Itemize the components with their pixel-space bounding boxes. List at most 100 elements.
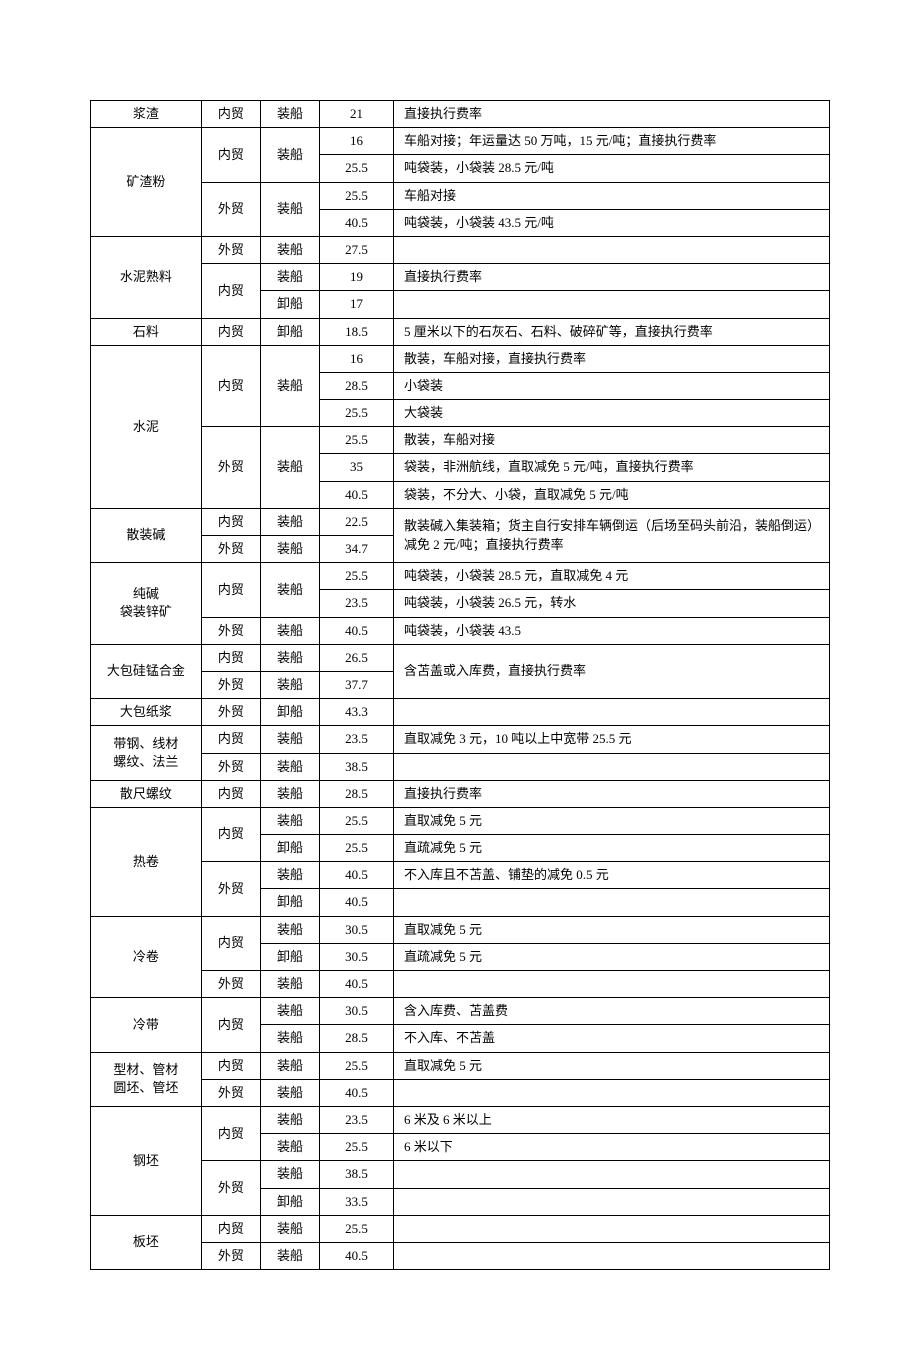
cell: 石料 xyxy=(91,318,202,345)
rate-table-body: 浆渣内贸装船21直接执行费率矿渣粉内贸装船16车船对接；年运量达 50 万吨，1… xyxy=(91,101,830,1270)
cell: 25.5 xyxy=(320,1052,394,1079)
cell: 内贸 xyxy=(201,998,260,1052)
cell: 装船 xyxy=(260,508,319,535)
cell: 28.5 xyxy=(320,372,394,399)
cell: 内贸 xyxy=(201,1106,260,1160)
cell: 装船 xyxy=(260,916,319,943)
cell: 25.5 xyxy=(320,835,394,862)
cell: 散装，车船对接 xyxy=(393,427,829,454)
cell: 40.5 xyxy=(320,1079,394,1106)
cell: 30.5 xyxy=(320,943,394,970)
table-row: 带钢、线材螺纹、法兰内贸装船23.5直取减免 3 元，10 吨以上中宽带 25.… xyxy=(91,726,830,753)
cell: 25.5 xyxy=(320,427,394,454)
cell: 装船 xyxy=(260,862,319,889)
cell: 大包纸浆 xyxy=(91,699,202,726)
table-row: 内贸装船19直接执行费率 xyxy=(91,264,830,291)
cell xyxy=(393,1188,829,1215)
cell: 车船对接 xyxy=(393,182,829,209)
cell: 33.5 xyxy=(320,1188,394,1215)
cell: 型材、管材圆坯、管坯 xyxy=(91,1052,202,1106)
table-row: 板坯内贸装船25.5 xyxy=(91,1215,830,1242)
cell: 40.5 xyxy=(320,971,394,998)
cell: 28.5 xyxy=(320,780,394,807)
rate-table: 浆渣内贸装船21直接执行费率矿渣粉内贸装船16车船对接；年运量达 50 万吨，1… xyxy=(90,100,830,1270)
cell: 内贸 xyxy=(201,1052,260,1079)
cell: 装船 xyxy=(260,780,319,807)
table-row: 外贸装船38.5 xyxy=(91,753,830,780)
cell: 水泥熟料 xyxy=(91,236,202,318)
cell: 外贸 xyxy=(201,699,260,726)
cell: 40.5 xyxy=(320,209,394,236)
cell: 内贸 xyxy=(201,345,260,427)
cell: 装船 xyxy=(260,617,319,644)
cell: 钢坯 xyxy=(91,1106,202,1215)
cell: 25.5 xyxy=(320,563,394,590)
table-row: 矿渣粉内贸装船16车船对接；年运量达 50 万吨，15 元/吨；直接执行费率 xyxy=(91,128,830,155)
cell: 内贸 xyxy=(201,644,260,671)
cell: 矿渣粉 xyxy=(91,128,202,237)
table-row: 外贸装船40.5 xyxy=(91,971,830,998)
cell: 25.5 xyxy=(320,182,394,209)
cell: 16 xyxy=(320,128,394,155)
cell: 6 米以下 xyxy=(393,1134,829,1161)
cell: 装船 xyxy=(260,971,319,998)
cell: 内贸 xyxy=(201,264,260,318)
cell: 内贸 xyxy=(201,128,260,182)
cell: 17 xyxy=(320,291,394,318)
cell: 散装碱入集装箱；货主自行安排车辆倒运（后场至码头前沿，装船倒运）减免 2 元/吨… xyxy=(393,508,829,562)
cell: 37.7 xyxy=(320,671,394,698)
cell xyxy=(393,291,829,318)
cell: 外贸 xyxy=(201,862,260,916)
cell: 外贸 xyxy=(201,1161,260,1215)
cell: 散尺螺纹 xyxy=(91,780,202,807)
cell: 装船 xyxy=(260,644,319,671)
cell: 卸船 xyxy=(260,1188,319,1215)
cell: 40.5 xyxy=(320,862,394,889)
cell: 吨袋装，小袋装 28.5 元，直取减免 4 元 xyxy=(393,563,829,590)
cell: 外贸 xyxy=(201,617,260,644)
cell: 大包硅锰合金 xyxy=(91,644,202,698)
cell: 40.5 xyxy=(320,1242,394,1269)
cell: 25.5 xyxy=(320,155,394,182)
cell: 34.7 xyxy=(320,536,394,563)
cell: 外贸 xyxy=(201,536,260,563)
cell: 装船 xyxy=(260,671,319,698)
cell: 内贸 xyxy=(201,508,260,535)
cell: 40.5 xyxy=(320,889,394,916)
cell: 38.5 xyxy=(320,753,394,780)
cell: 直取减免 5 元 xyxy=(393,807,829,834)
table-row: 水泥内贸装船16散装，车船对接，直接执行费率 xyxy=(91,345,830,372)
cell: 35 xyxy=(320,454,394,481)
cell: 装船 xyxy=(260,998,319,1025)
cell: 装船 xyxy=(260,563,319,617)
cell: 直接执行费率 xyxy=(393,101,829,128)
cell: 外贸 xyxy=(201,753,260,780)
table-row: 外贸装船40.5不入库且不苫盖、铺垫的减免 0.5 元 xyxy=(91,862,830,889)
cell: 16 xyxy=(320,345,394,372)
cell: 直疏减免 5 元 xyxy=(393,943,829,970)
table-row: 浆渣内贸装船21直接执行费率 xyxy=(91,101,830,128)
cell: 车船对接；年运量达 50 万吨，15 元/吨；直接执行费率 xyxy=(393,128,829,155)
cell: 吨袋装，小袋装 26.5 元，转水 xyxy=(393,590,829,617)
cell: 吨袋装，小袋装 28.5 元/吨 xyxy=(393,155,829,182)
cell: 装船 xyxy=(260,345,319,427)
table-row: 外贸装船40.5吨袋装，小袋装 43.5 xyxy=(91,617,830,644)
cell: 23.5 xyxy=(320,1106,394,1133)
cell: 板坯 xyxy=(91,1215,202,1269)
cell: 吨袋装，小袋装 43.5 xyxy=(393,617,829,644)
cell: 装船 xyxy=(260,427,319,509)
cell: 直取减免 5 元 xyxy=(393,916,829,943)
cell xyxy=(393,1079,829,1106)
cell xyxy=(393,1242,829,1269)
cell: 装船 xyxy=(260,726,319,753)
cell: 热卷 xyxy=(91,807,202,916)
cell: 卸船 xyxy=(260,943,319,970)
cell: 小袋装 xyxy=(393,372,829,399)
cell: 外贸 xyxy=(201,1079,260,1106)
cell: 散装碱 xyxy=(91,508,202,562)
table-row: 石料内贸卸船18.55 厘米以下的石灰石、石料、破碎矿等，直接执行费率 xyxy=(91,318,830,345)
cell: 冷带 xyxy=(91,998,202,1052)
cell: 装船 xyxy=(260,1242,319,1269)
cell: 装船 xyxy=(260,1106,319,1133)
cell: 内贸 xyxy=(201,1215,260,1242)
